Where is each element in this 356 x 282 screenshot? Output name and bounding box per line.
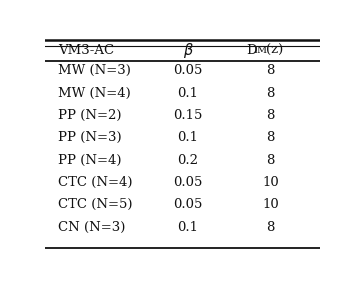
Text: 8: 8 (267, 221, 275, 234)
Text: 8: 8 (267, 109, 275, 122)
Text: 0.1: 0.1 (178, 131, 198, 144)
Text: 0.1: 0.1 (178, 221, 198, 234)
Text: 0.05: 0.05 (173, 64, 203, 77)
Text: PP (N=4): PP (N=4) (58, 154, 122, 167)
Text: CN (N=3): CN (N=3) (58, 221, 126, 234)
Text: PP (N=3): PP (N=3) (58, 131, 122, 144)
Text: 0.15: 0.15 (173, 109, 203, 122)
Text: 10: 10 (262, 199, 279, 212)
Text: 10: 10 (262, 176, 279, 189)
Text: 8: 8 (267, 64, 275, 77)
Text: 8: 8 (267, 154, 275, 167)
Text: VM3-AC: VM3-AC (58, 44, 114, 57)
Text: (z): (z) (266, 44, 283, 57)
Text: 0.05: 0.05 (173, 199, 203, 212)
Text: 8: 8 (267, 87, 275, 100)
Text: MW (N=4): MW (N=4) (58, 87, 131, 100)
Text: $\beta$: $\beta$ (183, 41, 193, 60)
Text: CTC (N=4): CTC (N=4) (58, 176, 133, 189)
Text: 8: 8 (267, 131, 275, 144)
Text: D: D (246, 44, 257, 57)
Text: CTC (N=5): CTC (N=5) (58, 199, 133, 212)
Text: 0.2: 0.2 (178, 154, 198, 167)
Text: MW (N=3): MW (N=3) (58, 64, 131, 77)
Text: 0.1: 0.1 (178, 87, 198, 100)
Text: IM: IM (253, 46, 268, 55)
Text: PP (N=2): PP (N=2) (58, 109, 122, 122)
Text: 0.05: 0.05 (173, 176, 203, 189)
